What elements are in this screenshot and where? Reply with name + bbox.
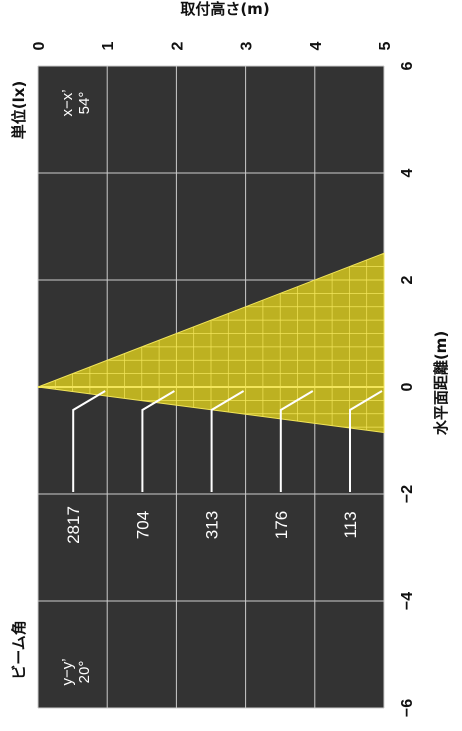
beam-xx-axis: x−x’ xyxy=(59,89,76,116)
leader-line xyxy=(72,390,106,492)
illuminance-value: 313 xyxy=(203,511,222,539)
beam-xx-angle: 54° xyxy=(76,92,93,115)
illuminance-value: 704 xyxy=(133,511,152,539)
leader-lines xyxy=(72,390,383,492)
beam-angle-label: ビーム角 xyxy=(10,620,28,680)
illuminance-value: 176 xyxy=(272,511,291,539)
leader-line xyxy=(210,390,245,492)
height-tick-label: 5 xyxy=(377,41,394,50)
x-axis-title: 水平面距離(m) xyxy=(432,331,450,435)
illuminance-value: 2817 xyxy=(64,506,83,544)
distance-tick-label: 4 xyxy=(399,168,416,177)
leader-line xyxy=(349,390,383,492)
height-tick-label: 0 xyxy=(31,41,48,50)
tick-labels: 0 1 2 3 4 5 −6 −4 −2 0 2 4 6 xyxy=(31,41,416,717)
y-axis-title: 取付高さ(m) xyxy=(180,0,269,18)
distance-tick-label: 0 xyxy=(399,382,416,391)
illuminance-value: 113 xyxy=(341,511,360,538)
leader-line xyxy=(279,390,314,492)
beam-yy-angle: 20° xyxy=(76,661,93,684)
beam-cone xyxy=(37,252,385,434)
height-tick-label: 1 xyxy=(100,41,117,50)
height-tick-label: 2 xyxy=(169,41,186,50)
height-tick-label: 3 xyxy=(239,41,256,50)
beam-yy-axis: y−y’ xyxy=(59,658,76,685)
height-tick-label: 4 xyxy=(308,41,325,50)
distance-tick-label: 6 xyxy=(399,61,416,70)
illuminance-labels: 2817 704 313 176 113 xyxy=(64,506,360,544)
unit-label: 単位(lx) xyxy=(10,81,28,140)
leader-line xyxy=(141,390,175,492)
distance-tick-label: 2 xyxy=(399,275,416,284)
distance-tick-label: −4 xyxy=(399,592,416,610)
distance-tick-label: −2 xyxy=(399,485,416,503)
distance-tick-label: −6 xyxy=(399,699,416,717)
